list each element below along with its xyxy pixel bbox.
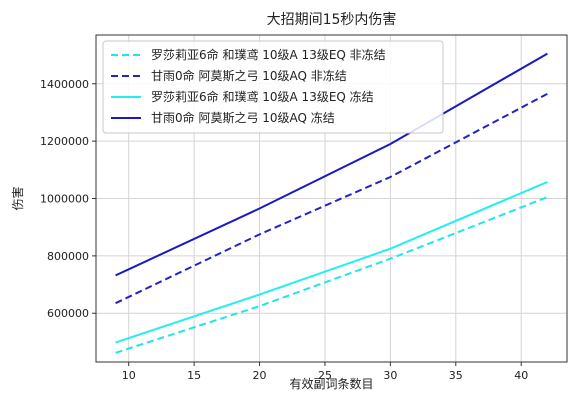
legend-label: 甘雨0命 阿莫斯之弓 10级AQ 非冻结 xyxy=(151,68,347,83)
legend-label: 罗莎莉亚6命 和璞鸢 10级A 13级EQ 冻结 xyxy=(151,89,374,104)
legend-label: 罗莎莉亚6命 和璞鸢 10级A 13级EQ 非冻结 xyxy=(151,47,386,62)
y-tick-label: 1000000 xyxy=(40,193,89,206)
x-tick-label: 15 xyxy=(187,369,201,382)
y-tick-label: 800000 xyxy=(47,250,89,263)
series-line-2 xyxy=(115,92,548,305)
legend-box xyxy=(102,40,444,134)
series-lines xyxy=(115,52,548,354)
y-tick-label: 1200000 xyxy=(40,135,89,148)
chart-title: 大招期间15秒内伤害 xyxy=(267,12,397,28)
y-tick-label: 1400000 xyxy=(40,78,89,91)
axis-ticks: 10 15 20 25 30 35 40 600000 800000 1000000 1200000… xyxy=(40,78,528,382)
x-tick-label: 35 xyxy=(449,369,463,382)
x-tick-label: 10 xyxy=(122,369,136,382)
series-line-1 xyxy=(115,196,548,354)
x-tick-label: 20 xyxy=(253,369,267,382)
series-line-4 xyxy=(115,52,548,277)
x-tick-label: 25 xyxy=(318,369,332,382)
series-line-3 xyxy=(115,180,548,344)
x-tick-label: 40 xyxy=(514,369,528,382)
y-tick-label: 600000 xyxy=(47,307,89,320)
y-axis-label: 伤害 xyxy=(10,186,25,210)
legend-label: 甘雨0命 阿莫斯之弓 10级AQ 冻结 xyxy=(151,110,335,125)
x-tick-label: 30 xyxy=(383,369,397,382)
x-axis-label: 有效副词条数目 xyxy=(289,376,373,391)
